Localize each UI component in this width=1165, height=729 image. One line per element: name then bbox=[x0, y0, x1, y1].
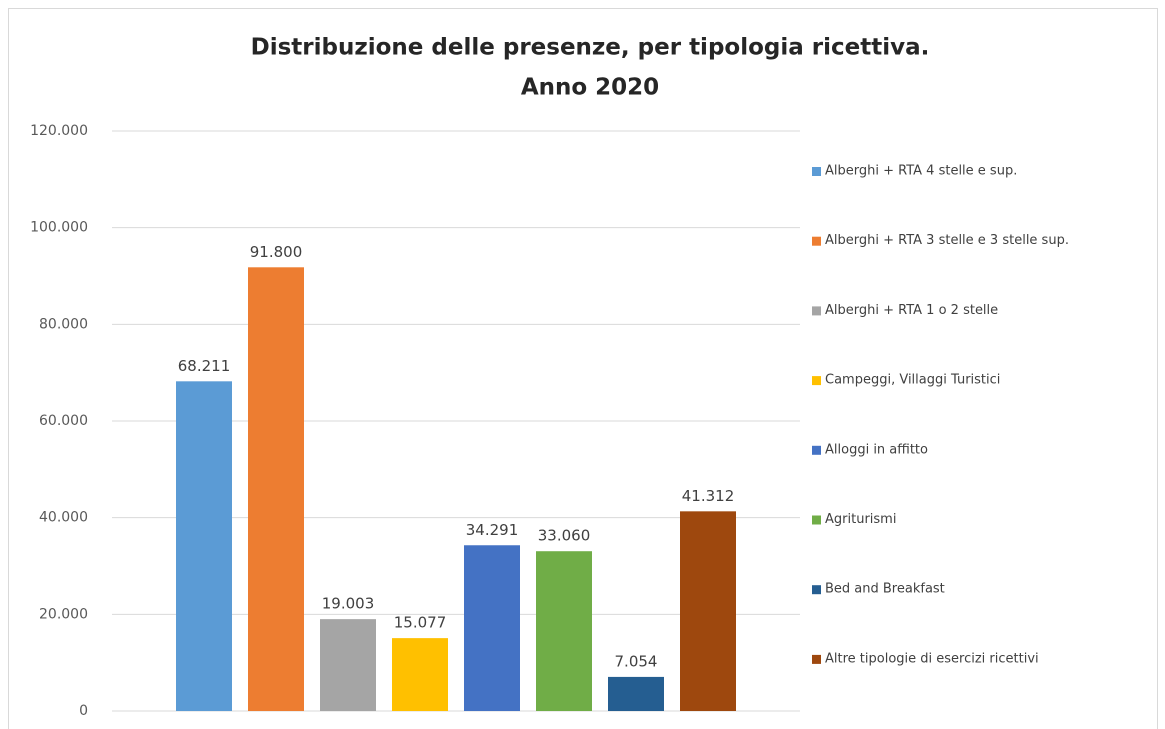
legend-swatch bbox=[812, 515, 821, 525]
y-tick-label: 40.000 bbox=[39, 510, 88, 526]
y-tick-label: 0 bbox=[79, 703, 88, 719]
data-label: 68.211 bbox=[178, 357, 231, 375]
legend-swatch bbox=[812, 167, 821, 176]
chart-title: Distribuzione delle presenze, per tipolo… bbox=[251, 35, 930, 61]
legend-swatch bbox=[812, 236, 821, 246]
legend-label: Bed and Breakfast bbox=[825, 582, 945, 597]
data-label: 7.054 bbox=[615, 652, 658, 670]
bar bbox=[608, 676, 664, 711]
chart-frame bbox=[8, 8, 1158, 729]
bar bbox=[536, 551, 592, 711]
data-label: 15.077 bbox=[394, 614, 447, 632]
y-tick-label: 20.000 bbox=[39, 606, 88, 622]
y-tick-label: 80.000 bbox=[39, 316, 88, 332]
data-label: 91.800 bbox=[250, 243, 303, 261]
legend-label: Agriturismi bbox=[825, 512, 896, 527]
legend-label: Alberghi + RTA 3 stelle e 3 stelle sup. bbox=[825, 233, 1069, 248]
legend-label: Campeggi, Villaggi Turistici bbox=[825, 373, 1000, 388]
legend-label: Altre tipologie di esercizi ricettivi bbox=[825, 651, 1039, 666]
bar bbox=[392, 638, 448, 711]
chart-title: Anno 2020 bbox=[521, 75, 659, 101]
data-label: 19.003 bbox=[322, 595, 375, 613]
data-label: 41.312 bbox=[682, 487, 735, 505]
legend-swatch bbox=[812, 306, 821, 316]
legend-swatch bbox=[812, 445, 821, 455]
bar bbox=[176, 381, 232, 711]
data-label: 33.060 bbox=[538, 527, 591, 545]
bar bbox=[464, 545, 520, 711]
data-label: 34.291 bbox=[466, 521, 519, 539]
legend-swatch bbox=[812, 585, 821, 595]
legend-swatch bbox=[812, 376, 821, 386]
legend-label: Alloggi in affitto bbox=[825, 442, 928, 457]
y-tick-label: 100.000 bbox=[30, 220, 88, 236]
legend-swatch bbox=[812, 654, 821, 664]
legend-label: Alberghi + RTA 1 o 2 stelle bbox=[825, 303, 998, 318]
legend-label: Alberghi + RTA 4 stelle e sup. bbox=[825, 164, 1017, 179]
y-tick-label: 120.000 bbox=[30, 123, 88, 139]
bar bbox=[320, 619, 376, 711]
bar bbox=[680, 511, 736, 711]
bar bbox=[248, 267, 304, 711]
y-tick-label: 60.000 bbox=[39, 413, 88, 429]
